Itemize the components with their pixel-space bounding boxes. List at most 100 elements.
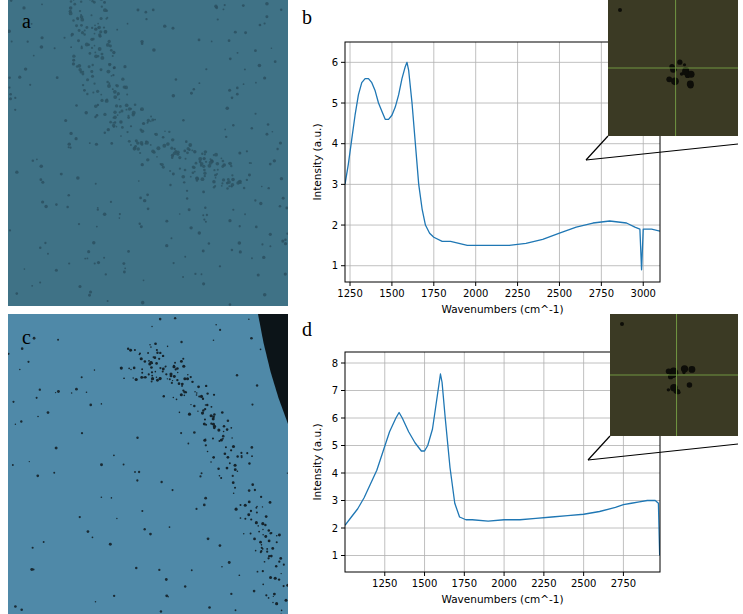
particle (68, 262, 70, 264)
particle (250, 518, 252, 520)
particle (232, 445, 235, 448)
tick-label: 3000 (631, 288, 656, 299)
particle (89, 52, 92, 55)
particle (272, 131, 274, 133)
particle (173, 151, 177, 155)
particle (687, 81, 694, 88)
grid-line (559, 42, 560, 282)
particle (156, 379, 159, 382)
particle (100, 463, 103, 466)
particle (234, 468, 237, 471)
particle (103, 257, 105, 259)
particle (189, 226, 192, 229)
particle (138, 180, 140, 182)
particle (221, 411, 224, 414)
particle (165, 373, 167, 375)
axis-title: Intensity (a.u.) (311, 424, 323, 501)
particle (193, 88, 196, 91)
particle (205, 439, 207, 441)
particle (130, 108, 132, 110)
particle (266, 133, 269, 136)
tick (341, 363, 345, 364)
particle (39, 281, 41, 283)
particle (112, 88, 114, 90)
grid-line (517, 42, 518, 282)
particle (36, 474, 39, 477)
particle (683, 63, 686, 66)
particle (33, 568, 35, 570)
particle (20, 420, 22, 422)
particle (276, 535, 278, 537)
particle (123, 271, 126, 274)
particle (188, 413, 191, 416)
particle (260, 550, 262, 552)
leader-line (586, 136, 608, 160)
particle (283, 564, 285, 566)
particle (67, 194, 70, 197)
particle (100, 17, 103, 20)
particle (81, 376, 83, 378)
particle (195, 176, 199, 180)
particle (229, 57, 232, 60)
particle (119, 105, 122, 108)
particle (217, 18, 219, 20)
grid-line (384, 352, 385, 572)
particle (167, 596, 168, 597)
particle (184, 256, 186, 258)
particle (212, 456, 214, 458)
particle (228, 89, 231, 92)
particle (39, 246, 41, 248)
particle (261, 547, 263, 549)
particle (235, 609, 237, 611)
particle (185, 158, 187, 160)
particle (183, 377, 186, 380)
figure: 12501500175020002250250027503000123456Wa… (0, 0, 743, 614)
particle (687, 382, 692, 387)
particle (264, 524, 267, 527)
particle (190, 404, 191, 405)
particle (206, 392, 208, 394)
particle (158, 358, 160, 360)
particle (176, 367, 179, 370)
particle (256, 506, 258, 508)
particle (24, 268, 26, 270)
particle (179, 168, 181, 170)
particle (108, 82, 110, 84)
particle (147, 208, 150, 211)
particle (73, 3, 76, 6)
tick (341, 555, 345, 556)
particle (127, 348, 129, 350)
particle (171, 382, 173, 384)
particle (120, 135, 122, 137)
particle (151, 150, 155, 154)
particle (213, 394, 215, 396)
particle (112, 74, 114, 76)
tick-label: 2 (332, 220, 338, 231)
particle (168, 131, 170, 133)
particle (138, 471, 140, 473)
particle (43, 541, 45, 543)
particle (196, 177, 198, 179)
micrograph-ground (8, 0, 288, 306)
particle (106, 98, 108, 100)
particle (220, 477, 222, 479)
tick (583, 572, 584, 576)
crosshair (675, 0, 676, 136)
particle (242, 4, 245, 7)
particle (187, 374, 189, 376)
particle (259, 24, 262, 27)
particle (241, 456, 243, 458)
axis-title: Intensity (a.u.) (311, 124, 323, 201)
particle (262, 534, 263, 535)
particle (186, 190, 188, 192)
particle (64, 37, 66, 39)
particle (180, 360, 183, 363)
particle (234, 464, 237, 467)
particle (230, 449, 232, 451)
particle (71, 35, 73, 37)
inset-ground (610, 314, 738, 436)
particle (198, 82, 200, 84)
particle (222, 178, 225, 181)
particle (146, 193, 149, 196)
particle (140, 107, 144, 111)
